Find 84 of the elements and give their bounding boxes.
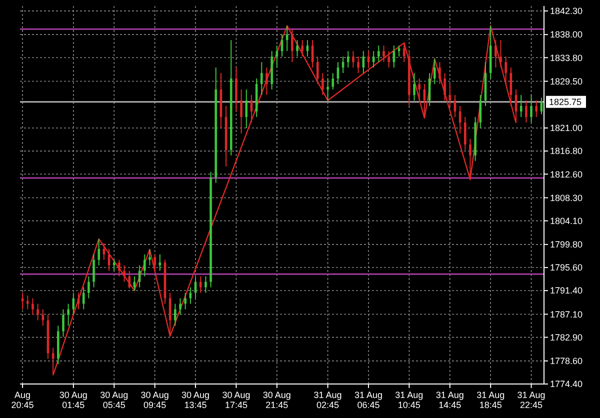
ref-line-label: 1825.75 <box>549 97 582 108</box>
candlestick <box>520 94 522 118</box>
candlestick <box>382 45 385 63</box>
x-tick-label: 30 Aug 17:45 <box>222 390 250 410</box>
candlestick <box>346 50 350 68</box>
y-tick-label: 1787.10 <box>550 309 583 320</box>
candlestick <box>143 254 146 277</box>
candlestick <box>296 40 298 58</box>
x-tick-label: 30 Aug 01:45 <box>59 390 88 410</box>
candlestick <box>67 303 70 326</box>
candlestick <box>448 84 452 106</box>
candlestick <box>112 259 116 272</box>
y-tick-label: 1799.80 <box>550 240 583 250</box>
candlestick <box>128 270 131 289</box>
candlestick <box>413 72 416 101</box>
candlestick <box>98 238 100 266</box>
candlestick <box>316 56 319 85</box>
candlestick <box>530 94 532 123</box>
x-tick-label: 31 Aug 22:45 <box>517 390 546 410</box>
candlestick <box>118 259 120 277</box>
candlestick <box>418 78 421 101</box>
candlestick <box>326 78 329 101</box>
candlestick <box>204 276 207 294</box>
candlestick <box>433 58 436 85</box>
y-tick-label: 1778.60 <box>550 356 583 366</box>
candlestick <box>184 292 186 310</box>
y-tick-label: 1821.00 <box>550 123 583 134</box>
candlestick <box>438 62 441 85</box>
x-tick-label: 31 Aug 14:45 <box>436 390 464 410</box>
y-tick-label: 1774.40 <box>550 379 583 390</box>
candlestick <box>494 40 497 68</box>
x-tick-label: 30 Aug 05:45 <box>100 390 128 410</box>
candlestick <box>179 298 182 316</box>
y-tick-label: 1816.80 <box>550 146 583 156</box>
y-tick-label: 1812.60 <box>550 169 583 180</box>
y-tick-label: 1791.40 <box>550 286 583 296</box>
candlestick <box>301 40 304 58</box>
candlestick <box>32 298 34 316</box>
candlestick <box>42 308 44 326</box>
candlestick <box>464 116 466 150</box>
y-tick-label: 1804.10 <box>550 216 583 226</box>
candlestick <box>36 303 39 321</box>
candlestick <box>500 40 502 68</box>
x-tick-label: 31 Aug 06:45 <box>354 390 382 410</box>
y-tick-label: 1829.50 <box>550 76 583 86</box>
x-tick-label: 30 Aug 21:45 <box>262 390 291 410</box>
y-tick-label: 1782.90 <box>550 332 583 342</box>
candlestick <box>26 295 29 310</box>
candlestick <box>240 89 242 134</box>
candlestick <box>148 248 151 266</box>
candlestick <box>92 254 95 288</box>
x-tick-label: Aug 20:45 <box>11 390 34 410</box>
candlestick <box>357 56 360 74</box>
candlestick <box>535 100 538 118</box>
x-tick-label: 31 Aug 18:45 <box>476 390 505 410</box>
x-tick-label: 31 Aug 10:45 <box>395 390 424 410</box>
candlestick <box>154 254 156 272</box>
y-tick-label: 1842.30 <box>550 6 583 16</box>
candlestick <box>388 50 390 68</box>
candlestick <box>174 303 176 326</box>
candlestick <box>332 72 334 90</box>
candlestick <box>88 276 90 299</box>
candlestick <box>378 45 380 63</box>
candlestick <box>235 67 238 112</box>
x-tick-label: 30 Aug 09:45 <box>140 390 169 410</box>
candlestick <box>444 72 446 101</box>
candlestick <box>245 89 248 128</box>
candlestick <box>260 62 263 96</box>
candlestick <box>62 308 64 338</box>
candlestick <box>266 67 268 96</box>
x-tick-label: 31 Aug 02:45 <box>314 390 342 410</box>
y-tick-label: 1838.00 <box>550 30 583 40</box>
candlestick <box>525 100 528 123</box>
y-tick-label: 1808.30 <box>550 192 583 203</box>
candlestick <box>158 254 162 272</box>
candlestick <box>123 264 126 282</box>
candlestick <box>322 72 324 96</box>
candlestick <box>469 138 472 180</box>
candlestick <box>352 50 354 68</box>
y-tick-label: 1795.60 <box>550 262 583 273</box>
candlestick <box>291 28 294 63</box>
x-tick-label: 30 Aug 13:45 <box>182 390 210 410</box>
y-tick-label: 1833.80 <box>550 52 583 63</box>
candlestick <box>504 56 507 85</box>
